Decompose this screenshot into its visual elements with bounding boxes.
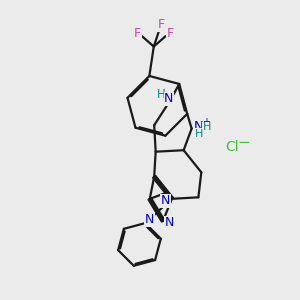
Text: F: F: [158, 18, 165, 31]
Text: H: H: [195, 129, 203, 139]
Text: −: −: [238, 135, 250, 150]
Text: F: F: [134, 27, 141, 40]
Text: H: H: [157, 88, 165, 101]
Text: N: N: [164, 92, 174, 105]
Text: Cl: Cl: [226, 140, 239, 154]
Text: +: +: [202, 117, 210, 127]
Text: N: N: [145, 213, 154, 226]
Text: N: N: [194, 120, 204, 133]
Text: F: F: [167, 27, 173, 40]
Text: N: N: [165, 216, 174, 230]
Text: N: N: [161, 194, 170, 207]
Text: H: H: [203, 122, 211, 132]
